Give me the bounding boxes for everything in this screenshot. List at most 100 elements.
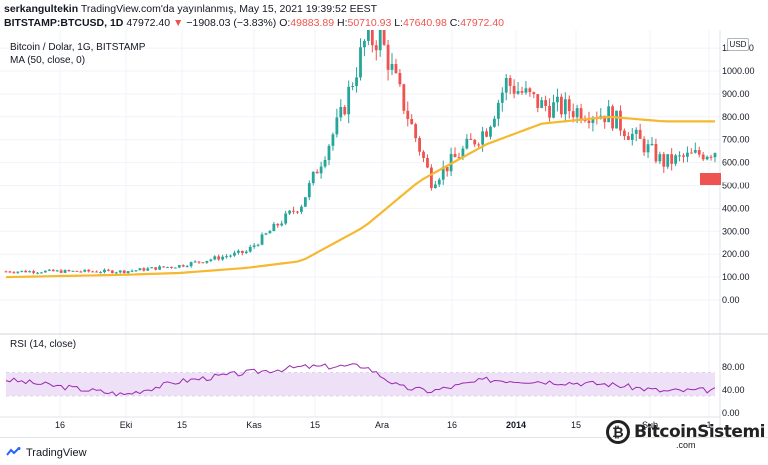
ma-indicator-label[interactable]: MA (50, close, 0) — [10, 55, 86, 66]
candle-body — [236, 250, 240, 253]
tradingview-logo-icon — [6, 447, 21, 456]
candle-body — [607, 106, 611, 123]
candle-body — [433, 184, 437, 189]
candle-body — [445, 166, 449, 172]
candle-body — [217, 256, 221, 260]
candle-body — [563, 99, 567, 115]
candle-body — [126, 271, 130, 274]
candle-body — [630, 133, 634, 140]
candles-layer — [4, 30, 717, 275]
candle-body — [666, 154, 670, 167]
candle-body — [347, 86, 351, 115]
price-tick-label: 100.00 — [722, 272, 750, 282]
time-tick-label: Şub — [642, 420, 658, 430]
header-line: serkangultekin TradingView.com'da yayınl… — [4, 3, 377, 15]
candle-body — [114, 272, 118, 274]
time-tick-label: 1 — [706, 420, 711, 430]
candle-body — [508, 77, 512, 86]
tradingview-brand: TradingView — [26, 447, 87, 459]
candle-body — [528, 88, 532, 93]
candle-body — [201, 262, 205, 264]
candle-body — [386, 44, 390, 70]
candle-body — [548, 105, 551, 118]
published-info: TradingView.com'da yayınlanmış, May 15, … — [80, 3, 378, 15]
grid-lines — [0, 30, 720, 417]
time-tick-label: 16 — [447, 420, 457, 430]
candle-body — [12, 272, 16, 274]
time-tick-label: 16 — [55, 420, 65, 430]
candle-body — [170, 266, 173, 268]
time-tick-label: 15 — [177, 420, 187, 430]
candle-body — [71, 270, 75, 272]
candle-body — [110, 270, 114, 274]
candle-body — [646, 144, 650, 153]
price-tick-label: 0.00 — [722, 295, 740, 305]
candle-body — [654, 143, 658, 162]
price-tick-label: 500.00 — [722, 181, 750, 191]
candle-body — [138, 268, 142, 271]
candle-body — [583, 120, 587, 122]
candle-body — [307, 183, 311, 198]
time-tick-label: Kas — [246, 420, 262, 430]
candle-body — [118, 270, 122, 273]
candle-body — [461, 148, 465, 158]
candle-body — [394, 64, 398, 73]
candle-body — [162, 266, 165, 268]
candle-body — [205, 260, 209, 263]
currency-button[interactable]: USD — [727, 38, 749, 51]
candle-body — [300, 206, 303, 212]
price-tick-label: 300.00 — [722, 226, 750, 236]
candle-body — [571, 111, 575, 118]
symbol-name: BITSTAMP:BTCUSD, 1D — [4, 17, 124, 29]
candle-body — [339, 106, 343, 118]
candle-body — [43, 270, 47, 273]
price-axis[interactable]: 1200.001100.001000.00900.00800.00700.006… — [722, 30, 755, 305]
author-name[interactable]: serkangultekin — [4, 3, 79, 15]
time-tick-label: Ara — [375, 420, 389, 430]
candle-body — [130, 270, 134, 272]
candle-body — [516, 91, 520, 94]
rsi-pane-title[interactable]: RSI (14, close) — [10, 339, 77, 350]
candle-body — [233, 252, 236, 256]
candle-body — [284, 213, 288, 224]
candle-body — [16, 271, 20, 273]
candle-body — [623, 130, 626, 137]
candle-body — [343, 106, 347, 115]
candle-body — [363, 40, 366, 48]
candle-body — [520, 91, 524, 93]
time-axis[interactable]: 16 Eki 15 Kas 15 Ara 16 2014 15 Şub 1 — [55, 420, 712, 430]
candle-body — [701, 154, 705, 160]
candle-body — [430, 167, 433, 189]
candle-body — [315, 171, 319, 174]
candle-body — [59, 270, 63, 273]
candle-body — [173, 267, 177, 269]
candle-body — [473, 139, 477, 145]
candle-body — [670, 154, 674, 164]
candle-body — [390, 64, 394, 70]
candle-body — [674, 155, 678, 164]
chart-canvas[interactable]: 1200.001100.001000.00900.00800.00700.006… — [0, 30, 768, 435]
candle-body — [697, 150, 701, 155]
candle-body — [504, 77, 508, 93]
candle-body — [575, 108, 579, 118]
candle-body — [244, 251, 248, 254]
candle-body — [248, 246, 252, 252]
candle-body — [532, 92, 536, 95]
down-arrow-icon: ▼ — [173, 17, 184, 29]
candle-body — [122, 270, 126, 274]
tradingview-logo[interactable]: TradingView — [6, 447, 87, 459]
close-value: 47972.40 — [460, 17, 504, 29]
ma-line — [5, 116, 715, 279]
candle-body — [276, 223, 280, 226]
candle-body — [414, 124, 418, 139]
candle-body — [272, 223, 276, 232]
candle-body — [154, 267, 158, 270]
candle-body — [87, 269, 91, 272]
candle-body — [493, 118, 496, 127]
candle-body — [32, 271, 35, 273]
candle-body — [689, 152, 693, 154]
candle-body — [292, 210, 295, 212]
candle-body — [642, 138, 646, 153]
close-label: C: — [449, 17, 461, 29]
candle-body — [559, 96, 563, 115]
